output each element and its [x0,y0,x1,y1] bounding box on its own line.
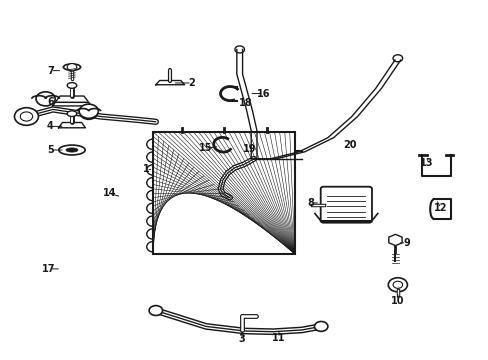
Text: 9: 9 [402,238,409,248]
Text: 3: 3 [238,334,245,345]
Ellipse shape [59,145,85,155]
Ellipse shape [67,83,77,88]
Text: 8: 8 [306,198,313,208]
Circle shape [36,92,55,106]
Circle shape [79,104,98,118]
Text: 18: 18 [239,98,252,108]
Text: 20: 20 [343,140,356,150]
Text: 17: 17 [42,264,56,274]
Text: 7: 7 [47,66,54,76]
Text: 11: 11 [272,333,285,343]
Circle shape [314,321,327,331]
Text: 4: 4 [47,121,54,131]
Polygon shape [55,96,89,102]
Ellipse shape [67,111,77,117]
Text: 14: 14 [102,188,116,198]
Polygon shape [53,102,91,106]
Text: 16: 16 [256,89,270,99]
Circle shape [387,278,407,292]
Bar [153,132,294,254]
Circle shape [67,64,77,71]
Text: 5: 5 [47,145,54,155]
Text: 12: 12 [433,203,447,213]
Polygon shape [156,81,184,85]
Text: 15: 15 [198,143,211,153]
Ellipse shape [66,148,78,152]
Text: 1: 1 [142,165,149,174]
Ellipse shape [63,64,81,70]
Circle shape [80,107,97,119]
Circle shape [149,306,162,315]
Circle shape [15,108,39,125]
Polygon shape [59,122,85,128]
Text: 19: 19 [242,144,256,154]
Text: 6: 6 [47,98,54,107]
FancyBboxPatch shape [320,187,371,223]
Text: 2: 2 [188,78,195,88]
Bar [153,132,294,254]
Text: 10: 10 [390,296,404,306]
Text: 13: 13 [419,158,432,168]
